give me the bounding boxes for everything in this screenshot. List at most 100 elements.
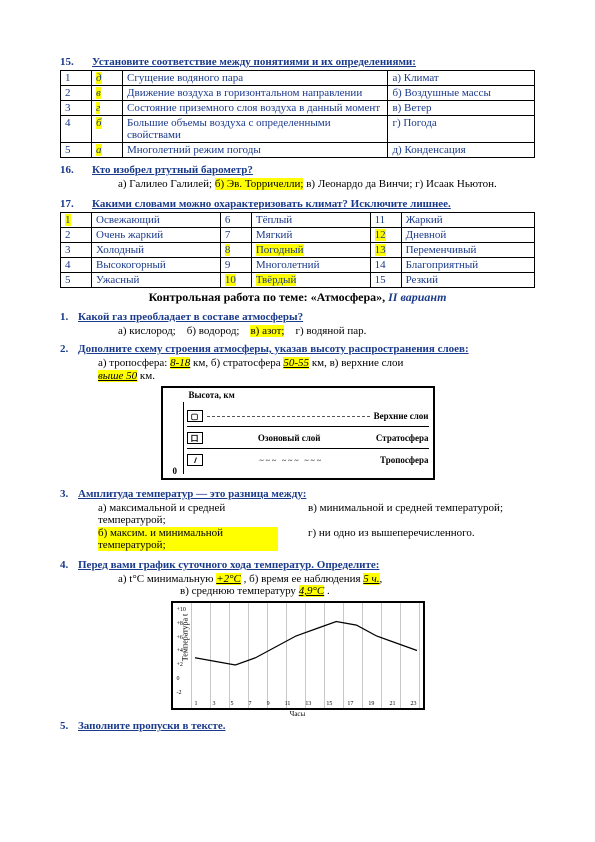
q4-title: Перед вами график суточного хода темпера… — [78, 559, 379, 571]
table-row: 3гСостояние приземного слоя воздуха в да… — [61, 101, 535, 116]
cell-right: в) Ветер — [388, 101, 535, 116]
q3-opt-b: в) минимальной и средней температурой; — [308, 502, 503, 526]
diagram-label-0: Верхние слои — [374, 411, 429, 421]
cell: 7 — [220, 228, 251, 243]
q1-options: а) кислород; б) водород; в) азот; г) вод… — [60, 325, 535, 337]
cell-n: 2 — [61, 86, 92, 101]
diagram-waves: ~~~ ~~~ ~~~ — [203, 456, 381, 465]
q1-opt-d: г) водяной пар. — [295, 325, 366, 337]
q16-title: Кто изобрел ртутный барометр? — [92, 164, 253, 176]
q1-num: 1. — [60, 311, 78, 323]
cell-n: 4 — [61, 116, 92, 143]
q2-a-val: 8-18 — [170, 357, 190, 369]
q1-opt-a: а) кислород; — [118, 325, 176, 337]
cell-right: д) Конденсация — [388, 143, 535, 158]
q4-l1-pre: а) t°С минимальную — [118, 573, 216, 585]
layer-icon: ▢ — [187, 410, 203, 422]
cell: Погодный — [251, 243, 370, 258]
diagram-row-2: /// ~~~ ~~~ ~~~ Тропосфера — [187, 454, 429, 466]
cell: Дневной — [401, 228, 534, 243]
q3-num: 3. — [60, 488, 78, 500]
diagram-mid: Озоновый слой — [203, 433, 376, 443]
q3-opt-c: б) максим. и минимальной температурой; — [98, 527, 278, 551]
cell: Освежающий — [92, 213, 221, 228]
cell-letter: в — [92, 86, 123, 101]
cell: Жаркий — [401, 213, 534, 228]
q2-title: Дополните схему строения атмосферы, указ… — [78, 343, 469, 355]
cell: 10 — [220, 273, 251, 288]
cell-def: Состояние приземного слоя воздуха в данн… — [123, 101, 388, 116]
diagram-top: Высота, км — [189, 390, 235, 400]
cell: Переменчивый — [401, 243, 534, 258]
q2-c-post: км. — [137, 370, 155, 382]
cell: Многолетний — [251, 258, 370, 273]
cell-right: а) Климат — [388, 71, 535, 86]
graph-polyline — [195, 622, 417, 666]
cell: Очень жаркий — [92, 228, 221, 243]
diagram-label-1: Стратосфера — [376, 433, 429, 443]
section-title-a: Контрольная работа по теме: «Атмосфера», — [149, 290, 389, 304]
diagram-axis — [183, 402, 184, 474]
cell: 9 — [220, 258, 251, 273]
q2-header: 2.Дополните схему строения атмосферы, ук… — [60, 343, 535, 355]
q17-num: 17. — [60, 198, 92, 210]
q15-num: 15. — [60, 56, 92, 68]
cell: Холодный — [92, 243, 221, 258]
cell-def: Большие объемы воздуха с определенными с… — [123, 116, 388, 143]
q4-header: 4.Перед вами график суточного хода темпе… — [60, 559, 535, 571]
cell: 14 — [370, 258, 401, 273]
q4-v1: +2°С — [216, 573, 241, 585]
q5-header: 5.Заполните пропуски в тексте. — [60, 720, 535, 732]
cell-right: г) Погода — [388, 116, 535, 143]
q2-a-post: км, б) стратосфера — [190, 357, 283, 369]
temperature-graph: Температура t Часы 1357911131517192123 +… — [171, 601, 425, 710]
diagram-label-2: Тропосфера — [380, 455, 428, 465]
q4-sep1: , б) время ее наблюдения — [241, 573, 363, 585]
section-title: Контрольная работа по теме: «Атмосфера»,… — [60, 290, 535, 305]
cell-def: Движение воздуха в горизонтальном направ… — [123, 86, 388, 101]
cell: Резкий — [401, 273, 534, 288]
q1-opt-c: в) азот; — [250, 325, 284, 337]
q16-header: 16.Кто изобрел ртутный барометр? — [60, 164, 535, 176]
q4-v2: 5 ч. — [363, 573, 379, 585]
q1-title: Какой газ преобладает в составе атмосфер… — [78, 311, 303, 323]
atmosphere-diagram: Высота, км 0 ▢ Верхние слои 口 Озоновый с… — [161, 386, 435, 480]
table-row: 2вДвижение воздуха в горизонтальном напр… — [61, 86, 535, 101]
layer-icon: 口 — [187, 432, 203, 444]
cell: 1 — [61, 213, 92, 228]
cell-def: Сгущение водяного пара — [123, 71, 388, 86]
cell-n: 1 — [61, 71, 92, 86]
q4-line1: а) t°С минимальную +2°С , б) время ее на… — [60, 573, 535, 585]
cell-letter: а — [92, 143, 123, 158]
cell: 3 — [61, 243, 92, 258]
cell-letter: б — [92, 116, 123, 143]
table-row: 1Освежающий6Тёплый11Жаркий — [61, 213, 535, 228]
q15-header: 15.Установите соответствие между понятия… — [60, 56, 535, 68]
q17-table: 1Освежающий6Тёплый11Жаркий2Очень жаркий7… — [60, 212, 535, 288]
cell-def: Многолетний режим погоды — [123, 143, 388, 158]
q2-line2: выше 50 км. — [60, 370, 535, 382]
table-row: 3Холодный8Погодный13Переменчивый — [61, 243, 535, 258]
cell: 13 — [370, 243, 401, 258]
q15-title: Установите соответствие между понятиями … — [92, 56, 416, 68]
q3-header: 3.Амплитуда температур — это разница меж… — [60, 488, 535, 500]
q3-row2: б) максим. и минимальной температурой; г… — [60, 527, 535, 551]
cell-n: 3 — [61, 101, 92, 116]
q3-opt-a: а) максимальной и средней температурой; — [98, 502, 278, 526]
table-row: 5Ужасный10Твёрдый15Резкий — [61, 273, 535, 288]
q2-b-val: 50-55 — [283, 357, 309, 369]
diagram-row-0: ▢ Верхние слои — [187, 410, 429, 422]
q4-line2: в) среднюю температуру 4,9°С . — [60, 585, 535, 597]
q5-num: 5. — [60, 720, 78, 732]
diagram-border-1 — [187, 448, 429, 449]
q17-title: Какими словами можно охарактеризовать кл… — [92, 198, 451, 210]
cell: Тёплый — [251, 213, 370, 228]
cell: 5 — [61, 273, 92, 288]
graph-line-svg — [173, 603, 423, 708]
table-row: 4Высокогорный9Многолетний14Благоприятный — [61, 258, 535, 273]
cell-letter: г — [92, 101, 123, 116]
cell-letter: д — [92, 71, 123, 86]
q16-opt-b: б) Эв. Торричелли; — [215, 178, 304, 190]
q3-title: Амплитуда температур — это разница между… — [78, 488, 306, 500]
q1-opt-b: б) водород; — [187, 325, 240, 337]
